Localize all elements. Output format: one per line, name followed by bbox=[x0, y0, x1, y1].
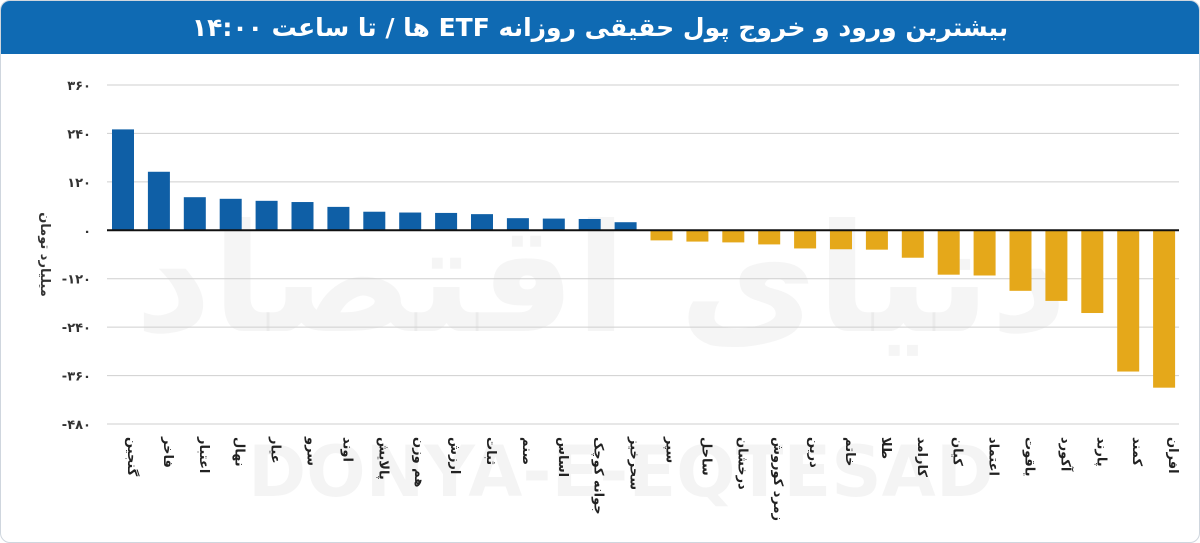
x-tick-label: اعتبار bbox=[196, 436, 211, 473]
bar bbox=[112, 129, 134, 231]
bar bbox=[973, 230, 996, 276]
bar bbox=[650, 230, 673, 241]
x-tick-label: یاقوت bbox=[1022, 437, 1037, 477]
x-tick-label: خاتم bbox=[842, 437, 857, 466]
bar bbox=[542, 218, 565, 231]
y-tick-label: -۳۶۰ bbox=[62, 370, 91, 385]
y-tick-label: ۳۶۰ bbox=[67, 79, 91, 94]
watermark-persian: دنیای اقتصاد bbox=[135, 193, 1068, 367]
x-tick-label: درخشان bbox=[734, 437, 749, 490]
bar bbox=[794, 230, 817, 249]
x-tick-label: طلا bbox=[878, 437, 893, 459]
x-tick-label: کارامد bbox=[914, 437, 929, 477]
watermark-latin: DONYA-E-EQTESAD bbox=[248, 431, 994, 513]
x-tick-label: درین bbox=[806, 437, 821, 468]
x-tick-label: جوانه کوچک bbox=[591, 437, 606, 515]
bar bbox=[1153, 230, 1176, 388]
bar bbox=[578, 218, 601, 231]
x-tick-label: ارزش bbox=[447, 437, 462, 474]
x-tick-label: کمند bbox=[1129, 437, 1144, 467]
bar bbox=[1081, 230, 1104, 314]
bar bbox=[255, 200, 278, 231]
bar bbox=[363, 211, 386, 231]
x-tick-label: فاخر bbox=[160, 436, 175, 468]
x-tick-label: افران bbox=[1165, 437, 1180, 474]
chart-title: بیشترین ورود و خروج پول حقیقی روزانه ETF… bbox=[191, 13, 1009, 42]
bar bbox=[399, 212, 422, 231]
x-tick-label: صنم bbox=[519, 437, 534, 465]
x-tick-label: ساحل bbox=[698, 437, 713, 476]
bar bbox=[901, 230, 924, 258]
bar bbox=[722, 230, 745, 243]
title-bar: بیشترین ورود و خروج پول حقیقی روزانه ETF… bbox=[1, 1, 1199, 54]
y-tick-label: ۲۴۰ bbox=[67, 127, 91, 142]
bar bbox=[183, 197, 206, 231]
y-tick-label: ۰ bbox=[83, 224, 91, 239]
x-tick-label: آکورد bbox=[1057, 437, 1074, 472]
x-tick-label: کیان bbox=[950, 437, 965, 466]
x-tick-label: اعتماد bbox=[986, 437, 1001, 476]
y-tick-label: -۴۸۰ bbox=[62, 418, 91, 433]
x-tick-label: نهال bbox=[232, 437, 247, 467]
bar bbox=[614, 222, 637, 231]
x-tick-label: پالایش bbox=[375, 437, 390, 480]
y-tick-label: -۲۴۰ bbox=[62, 321, 91, 336]
x-tick-label: پارند bbox=[1093, 437, 1108, 467]
x-tick-label: سپر bbox=[663, 436, 678, 463]
x-tick-label: سرو bbox=[304, 436, 319, 466]
y-axis-title: میلیارد تومان bbox=[37, 212, 52, 297]
x-tick-label: عیار bbox=[268, 436, 283, 464]
bar bbox=[327, 206, 350, 231]
x-tick-label: زمرد کوروش bbox=[770, 437, 785, 521]
x-tick-label: اساس bbox=[555, 437, 570, 477]
bar bbox=[435, 212, 458, 231]
bar bbox=[219, 198, 242, 231]
bar bbox=[291, 202, 314, 231]
x-tick-label: گنجین bbox=[124, 437, 140, 477]
bar bbox=[471, 214, 493, 231]
bar bbox=[1009, 230, 1032, 291]
bar bbox=[937, 230, 960, 275]
bar bbox=[147, 171, 170, 231]
x-tick-label: هم وزن bbox=[411, 437, 426, 487]
bar bbox=[1117, 230, 1140, 372]
x-tick-label: اوند bbox=[339, 437, 354, 462]
bar bbox=[506, 218, 529, 231]
bar bbox=[686, 230, 709, 242]
bar bbox=[1045, 230, 1068, 301]
x-tick-label: سحرخیز bbox=[627, 436, 642, 490]
bar bbox=[830, 230, 852, 250]
y-tick-label: ۱۲۰ bbox=[67, 176, 91, 191]
bar bbox=[758, 230, 781, 245]
bar bbox=[865, 230, 888, 250]
x-tick-label: ثبات bbox=[483, 437, 498, 465]
y-tick-label: -۱۲۰ bbox=[62, 273, 91, 288]
